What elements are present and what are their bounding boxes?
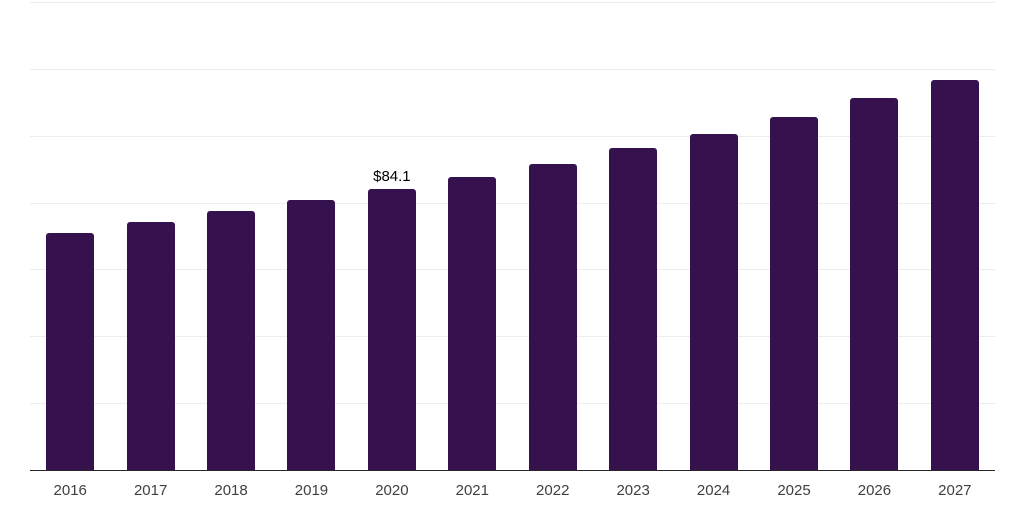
x-tick-label-2026: 2026 bbox=[857, 482, 892, 499]
bar-slot-2024 bbox=[673, 2, 753, 470]
bar-slot-2021 bbox=[432, 2, 512, 470]
x-axis-labels: 2016 2017 2018 2019 2020 2021 2022 2023 2024 2025… bbox=[30, 471, 995, 499]
x-tick-label-2019: 2019 bbox=[294, 482, 329, 499]
bar-2020: $84.1 bbox=[367, 169, 416, 470]
x-tick-label-2024: 2024 bbox=[696, 482, 731, 499]
bar-slot-2017 bbox=[110, 2, 190, 470]
bar-2025 bbox=[770, 117, 818, 470]
bar-2016 bbox=[46, 232, 95, 470]
bar-chart: $84.1 2016 2017 2018 2019 2020 2021 2022 2023 20… bbox=[30, 2, 995, 499]
bars-container: $84.1 bbox=[30, 2, 995, 470]
gridline bbox=[30, 269, 995, 271]
x-tick-label-2021: 2021 bbox=[455, 482, 489, 499]
bar-slot-2022 bbox=[513, 2, 593, 470]
gridline bbox=[30, 336, 995, 338]
x-tick-label-2027: 2027 bbox=[938, 482, 972, 499]
plot-area: $84.1 bbox=[30, 2, 995, 471]
bar-2026 bbox=[850, 97, 899, 470]
x-tick-label-2025: 2025 bbox=[777, 482, 811, 499]
x-tick-label-2016: 2016 bbox=[53, 482, 87, 499]
bar-2019 bbox=[287, 199, 336, 470]
gridline bbox=[30, 403, 995, 405]
x-tick-label-2022: 2022 bbox=[536, 482, 570, 499]
gridline bbox=[30, 68, 995, 70]
bar-slot-2025 bbox=[754, 2, 834, 470]
bar-2024 bbox=[689, 134, 738, 470]
bar-2022 bbox=[528, 164, 577, 470]
bar-2027 bbox=[930, 80, 979, 470]
bar-slot-2019 bbox=[271, 2, 351, 470]
gridline bbox=[30, 2, 995, 3]
x-tick-label-2023: 2023 bbox=[616, 482, 650, 499]
x-tick-label-2018: 2018 bbox=[214, 482, 248, 499]
bar-2017 bbox=[126, 222, 175, 470]
gridline bbox=[30, 202, 995, 204]
data-label-2020: $84.1 bbox=[373, 167, 411, 185]
gridline bbox=[30, 135, 995, 137]
bar-slot-2018 bbox=[191, 2, 271, 470]
bar-slot-2020: $84.1 bbox=[352, 2, 432, 470]
bar-2021 bbox=[448, 176, 497, 470]
bar-slot-2023 bbox=[593, 2, 673, 470]
x-tick-label-2017: 2017 bbox=[133, 482, 168, 499]
bar-slot-2016 bbox=[30, 2, 110, 470]
bar-2023 bbox=[609, 148, 658, 470]
bar-slot-2026 bbox=[834, 2, 914, 470]
x-tick-label-2020: 2020 bbox=[375, 482, 409, 499]
bar-2018 bbox=[207, 211, 256, 470]
bar-slot-2027 bbox=[915, 2, 995, 470]
